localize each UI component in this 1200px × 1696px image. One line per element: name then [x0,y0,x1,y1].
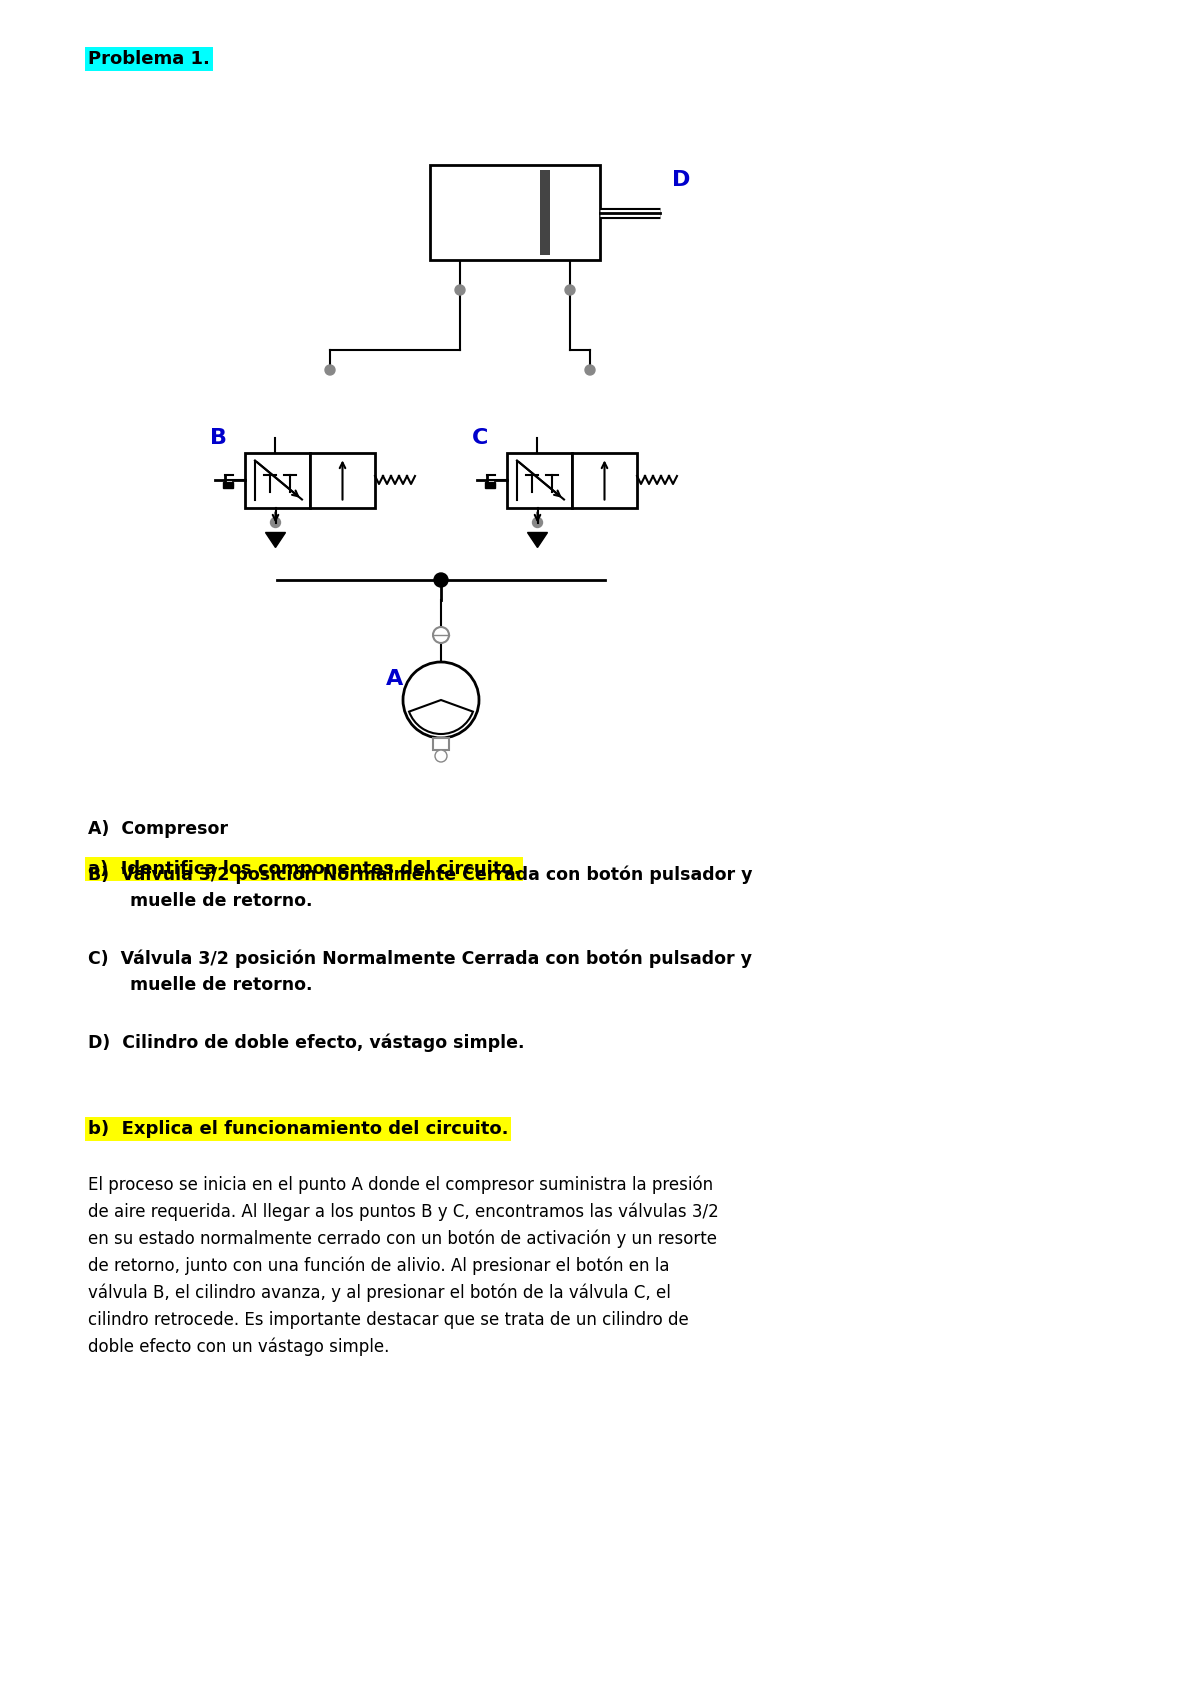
Wedge shape [409,700,473,734]
Bar [310,453,374,507]
Bar [572,453,637,507]
Text: D: D [672,170,690,190]
Circle shape [436,750,446,762]
Circle shape [433,628,449,643]
Bar [508,453,572,507]
Polygon shape [528,533,547,548]
Text: C)  Válvula 3/2 posición Normalmente Cerrada con botón pulsador y
       muelle : C) Válvula 3/2 posición Normalmente Cerr… [88,950,752,994]
Circle shape [403,661,479,738]
Bar [223,482,233,488]
Circle shape [434,573,448,587]
Bar [433,738,449,750]
Text: C: C [472,427,488,448]
Text: A)  Compresor: A) Compresor [88,819,228,838]
Circle shape [565,285,575,295]
Polygon shape [265,533,286,548]
Circle shape [586,365,595,375]
Bar [485,482,496,488]
Circle shape [533,517,542,527]
Text: El proceso se inicia en el punto A donde el compresor suministra la presión
de a: El proceso se inicia en el punto A donde… [88,1175,719,1355]
Circle shape [455,285,466,295]
Text: B)  Válvula 3/2 posición Normalmente Cerrada con botón pulsador y
       muelle : B) Válvula 3/2 posición Normalmente Cerr… [88,867,752,909]
Text: Problema 1.: Problema 1. [88,49,210,68]
Text: A: A [386,668,403,689]
Bar [540,170,550,254]
Bar [430,165,600,259]
Circle shape [325,365,335,375]
Circle shape [270,517,281,527]
Bar [245,453,310,507]
Text: b)  Explica el funcionamiento del circuito.: b) Explica el funcionamiento del circuit… [88,1119,509,1138]
Text: B: B [210,427,227,448]
Text: a)  Identifica los componentes del circuito.: a) Identifica los componentes del circui… [88,860,521,879]
Text: D)  Cilindro de doble efecto, vástago simple.: D) Cilindro de doble efecto, vástago sim… [88,1035,524,1053]
